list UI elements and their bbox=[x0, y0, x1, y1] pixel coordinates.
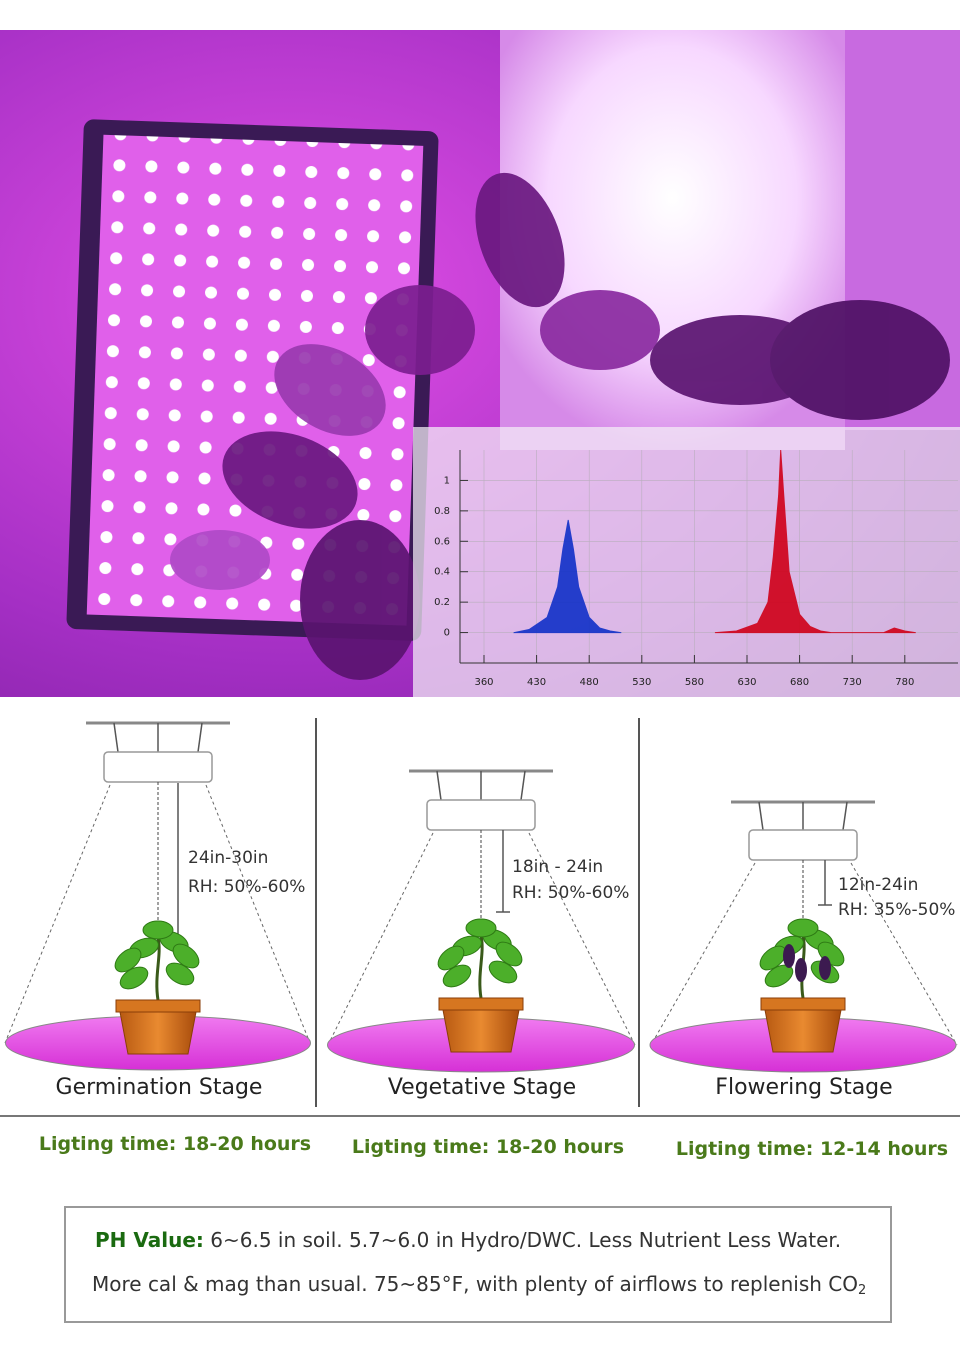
light-edge bbox=[4, 784, 111, 1044]
lighting-label: Ligting time: bbox=[352, 1136, 489, 1158]
hanger bbox=[758, 801, 764, 831]
x-tick-label: 680 bbox=[790, 677, 809, 688]
pot bbox=[764, 1009, 842, 1053]
stage-name: Flowering Stage bbox=[715, 1075, 892, 1100]
lighting-time: Ligting time: 12-14 hours bbox=[676, 1138, 948, 1160]
note-text: More cal & mag than usual. 75~85°F, with… bbox=[92, 1272, 858, 1296]
leaf bbox=[114, 947, 142, 973]
pot-rim bbox=[438, 997, 524, 1011]
eggplant bbox=[819, 956, 831, 980]
eggplant bbox=[783, 944, 795, 968]
lighting-label: Ligting time: bbox=[676, 1138, 813, 1160]
x-tick-label: 360 bbox=[474, 677, 493, 688]
hanger bbox=[520, 770, 526, 801]
notes-box bbox=[64, 1206, 892, 1323]
light-edge bbox=[850, 862, 958, 1046]
light-edge bbox=[650, 862, 756, 1046]
lighting-value: 18-20 hours bbox=[183, 1133, 311, 1155]
lighting-time: Ligting time: 18-20 hours bbox=[39, 1133, 311, 1155]
spectrum-area bbox=[513, 519, 622, 634]
photo bbox=[0, 30, 960, 697]
lamp bbox=[748, 829, 858, 861]
y-tick-label: 0.2 bbox=[434, 597, 450, 608]
y-tick-label: 0.4 bbox=[434, 567, 450, 578]
y-tick-label: 1 bbox=[444, 475, 450, 486]
chart-panel bbox=[413, 427, 960, 697]
leaf bbox=[465, 918, 497, 938]
hanger bbox=[197, 722, 203, 753]
humidity-label: RH: 35%-50% bbox=[838, 900, 955, 920]
y-tick-label: 0.8 bbox=[434, 506, 450, 517]
pot bbox=[442, 1009, 520, 1053]
stage-name: Vegetative Stage bbox=[388, 1075, 576, 1100]
x-tick-label: 480 bbox=[580, 677, 599, 688]
distance-label: 18in - 24in bbox=[512, 857, 603, 877]
note-line: More cal & mag than usual. 75~85°F, with… bbox=[92, 1272, 866, 1298]
x-tick-label: 780 bbox=[895, 677, 914, 688]
x-tick-label: 530 bbox=[632, 677, 651, 688]
ph-label: PH Value: bbox=[95, 1228, 204, 1252]
subscript: 2 bbox=[858, 1283, 866, 1298]
leaf bbox=[437, 945, 465, 971]
humidity-label: RH: 50%-60% bbox=[188, 877, 305, 897]
light-edge bbox=[205, 784, 311, 1044]
stage-name: Germination Stage bbox=[56, 1075, 263, 1100]
x-tick-label: 630 bbox=[737, 677, 756, 688]
leaf bbox=[495, 941, 523, 967]
x-tick-label: 430 bbox=[527, 677, 546, 688]
pot bbox=[119, 1011, 197, 1055]
light-edge bbox=[327, 832, 434, 1046]
lighting-value: 18-20 hours bbox=[496, 1136, 624, 1158]
leaf bbox=[172, 943, 200, 969]
ph-text: 6~6.5 in soil. 5.7~6.0 in Hydro/DWC. Les… bbox=[210, 1228, 841, 1252]
leaf bbox=[142, 920, 174, 940]
distance-label: 12in-24in bbox=[838, 875, 918, 895]
growth-diagram: 24in-30in RH: 50%-60% Germination Stage Lig… bbox=[0, 718, 960, 1160]
hanger bbox=[842, 801, 848, 831]
x-tick-label: 730 bbox=[843, 677, 862, 688]
hanger bbox=[436, 770, 442, 801]
lighting-label: Ligting time: bbox=[39, 1133, 176, 1155]
lamp bbox=[103, 751, 213, 783]
stem bbox=[155, 937, 161, 1001]
lighting-time: Ligting time: 18-20 hours bbox=[352, 1136, 624, 1158]
y-tick-label: 0 bbox=[444, 628, 450, 639]
stem bbox=[478, 935, 484, 999]
x-tick-label: 580 bbox=[685, 677, 704, 688]
pot-rim bbox=[760, 997, 846, 1011]
eggplant bbox=[795, 958, 807, 982]
ph-line: PH Value: 6~6.5 in soil. 5.7~6.0 in Hydr… bbox=[95, 1228, 841, 1252]
pot-rim bbox=[115, 999, 201, 1013]
distance-label: 24in-30in bbox=[188, 848, 268, 868]
lamp bbox=[426, 799, 536, 831]
spectrum-chart: 0 0.2 0.4 0.6 0.8 1 360 430 480 530 580 630 680 730 78… bbox=[434, 449, 958, 688]
spectrum-area bbox=[714, 449, 916, 634]
lighting-value: 12-14 hours bbox=[820, 1138, 948, 1160]
hanger bbox=[113, 722, 119, 753]
y-tick-label: 0.6 bbox=[434, 536, 450, 547]
leaf bbox=[787, 918, 819, 938]
humidity-label: RH: 50%-60% bbox=[512, 883, 629, 903]
